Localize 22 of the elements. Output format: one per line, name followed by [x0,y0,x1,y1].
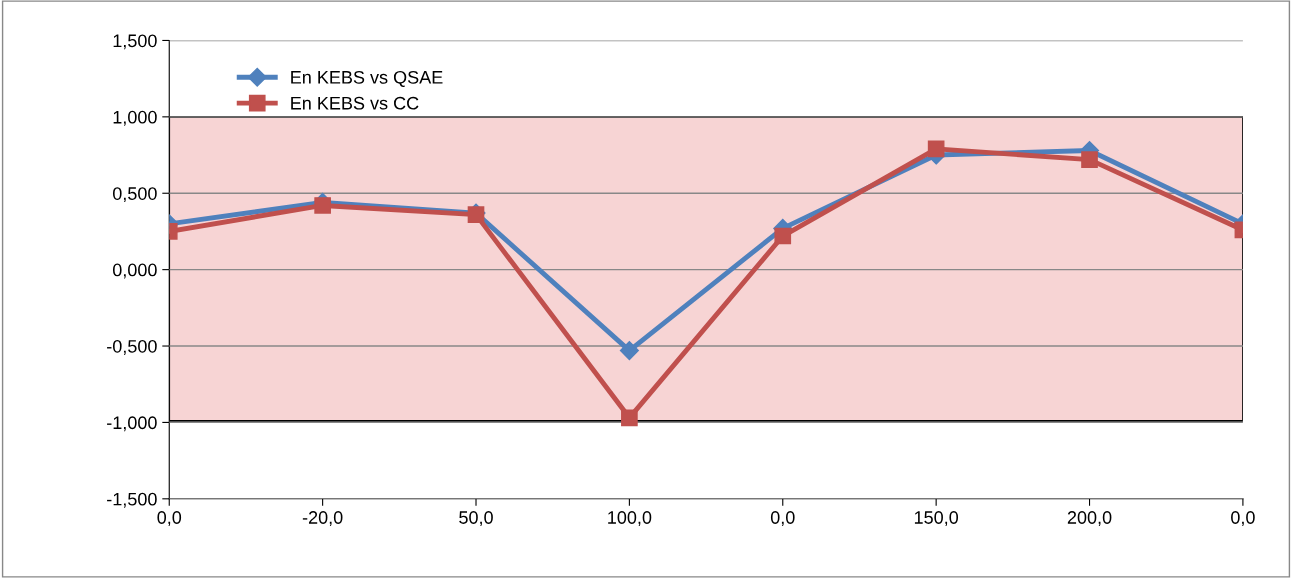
y-tick-label: 1,000 [113,110,157,126]
y-tick-label: -0,500 [107,339,157,355]
x-tick-label: -20,0 [302,511,343,527]
y-tick-label: -1,500 [107,492,157,508]
y-tick-label: 0,500 [112,187,157,203]
x-tick-label: 0,0 [157,511,182,527]
point [619,341,639,361]
point [774,227,792,245]
legend-label: En KEBS vs CC [291,96,419,110]
x-tick-label: 50,0 [459,511,493,527]
x-tick-label: 0,0 [1231,511,1255,527]
x-tick-label: 200,0 [1067,511,1112,527]
legend-label: En KEBS vs QSAE [291,70,443,87]
x-tick-label: 0,0 [770,511,795,527]
point [621,409,638,427]
x-tick-label: 150,0 [914,511,959,527]
y-tick-label: -1,000 [107,416,157,432]
y-tick-label: 1,500 [113,34,157,50]
x-tick-label: 100,0 [608,511,652,527]
point [1081,151,1098,168]
y-tick-label: 0,000 [112,263,157,279]
point [927,140,945,158]
